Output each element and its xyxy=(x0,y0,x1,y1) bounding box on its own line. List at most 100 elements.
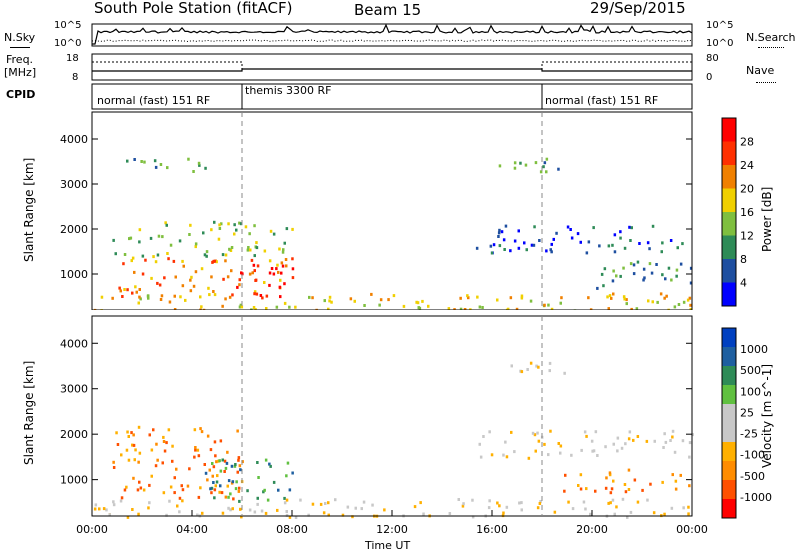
range-cell xyxy=(150,276,153,280)
range-cell xyxy=(496,501,499,505)
range-cell xyxy=(221,304,224,308)
range-cell xyxy=(229,249,233,252)
range-cell xyxy=(167,428,171,432)
range-cell xyxy=(461,504,465,508)
colorbar-tick-label: -500 xyxy=(740,470,765,483)
range-cell xyxy=(585,434,588,438)
colorbar-tick-label: 500 xyxy=(740,364,761,377)
range-cell xyxy=(610,296,613,300)
range-cell xyxy=(529,299,533,303)
range-cell xyxy=(213,440,217,444)
range-cell xyxy=(204,166,207,170)
range-cell xyxy=(138,240,141,244)
range-cell xyxy=(128,237,131,241)
range-cell xyxy=(652,511,656,515)
range-cell xyxy=(253,292,256,296)
range-cell xyxy=(517,246,521,250)
range-cell xyxy=(134,448,137,452)
range-cell xyxy=(505,308,509,310)
range-cell xyxy=(564,473,567,477)
range-cell xyxy=(236,470,239,474)
range-cell xyxy=(202,231,205,235)
range-cell xyxy=(166,252,169,255)
freq-unit: [MHz] xyxy=(4,66,37,79)
range-cell xyxy=(669,239,673,242)
range-cell xyxy=(515,307,519,310)
range-cell xyxy=(197,454,201,458)
range-cell xyxy=(174,275,177,279)
range-cell xyxy=(513,239,517,243)
range-cell xyxy=(500,230,504,234)
range-cell xyxy=(139,486,143,490)
range-cell xyxy=(162,491,166,495)
range-cell xyxy=(419,501,422,505)
range-cell xyxy=(688,441,692,445)
range-cell xyxy=(111,296,114,300)
range-cell xyxy=(513,161,517,165)
range-cell xyxy=(112,238,115,242)
range-cell xyxy=(520,501,523,505)
range-cell xyxy=(209,448,213,452)
range-cell xyxy=(492,243,496,247)
range-cell xyxy=(150,448,154,452)
range-cell xyxy=(557,167,560,171)
x-tick-label: 04:00 xyxy=(176,523,208,536)
range-cell xyxy=(370,292,373,296)
range-cell xyxy=(589,512,592,516)
range-cell xyxy=(674,479,678,483)
range-cell xyxy=(628,430,632,434)
range-cell xyxy=(520,294,524,298)
range-cell xyxy=(294,516,298,519)
range-cell xyxy=(291,471,294,475)
range-cell xyxy=(279,278,282,282)
colorbar-segment xyxy=(722,423,736,442)
range-cell xyxy=(253,510,257,514)
range-cell xyxy=(253,224,256,228)
range-cell xyxy=(585,487,588,491)
range-cell xyxy=(220,491,224,495)
range-cell xyxy=(659,292,663,296)
range-cell xyxy=(269,464,272,468)
range-cell xyxy=(250,258,254,262)
range-cell xyxy=(537,365,540,369)
range-cell xyxy=(186,484,190,488)
range-cell xyxy=(328,295,332,299)
range-cell xyxy=(108,513,111,517)
range-cell xyxy=(213,220,216,224)
range-cell xyxy=(533,225,536,229)
range-cell xyxy=(663,296,666,300)
range-cell xyxy=(94,503,98,507)
range-cell xyxy=(140,160,143,163)
range-cell xyxy=(681,439,685,443)
range-cell xyxy=(582,500,586,504)
range-cell xyxy=(627,468,631,472)
y-tick-label: 1000 xyxy=(60,268,88,281)
range-cell xyxy=(256,502,259,506)
range-cell xyxy=(299,498,302,502)
range-cell xyxy=(674,487,678,491)
range-cell xyxy=(607,244,611,248)
range-cell xyxy=(141,272,145,276)
range-cell xyxy=(453,308,456,310)
range-cell xyxy=(276,508,279,512)
range-cell xyxy=(538,502,542,505)
range-cell xyxy=(625,302,628,306)
range-cell xyxy=(146,294,150,298)
range-cell xyxy=(688,484,691,488)
range-cell xyxy=(645,439,649,443)
range-cell xyxy=(315,308,318,310)
range-cell xyxy=(648,262,652,266)
range-cell xyxy=(529,361,533,365)
range-cell xyxy=(688,455,691,459)
range-cell xyxy=(323,299,326,303)
range-cell xyxy=(199,308,202,310)
range-cell xyxy=(552,237,555,241)
range-cell xyxy=(319,502,323,506)
range-cell xyxy=(203,463,206,466)
range-cell xyxy=(155,442,158,446)
range-cell xyxy=(181,284,185,288)
range-cell xyxy=(236,429,239,433)
range-cell xyxy=(362,500,366,504)
velocity-y-ticks: 1000 2000 3000 4000 xyxy=(60,337,692,487)
range-cell xyxy=(689,308,692,310)
